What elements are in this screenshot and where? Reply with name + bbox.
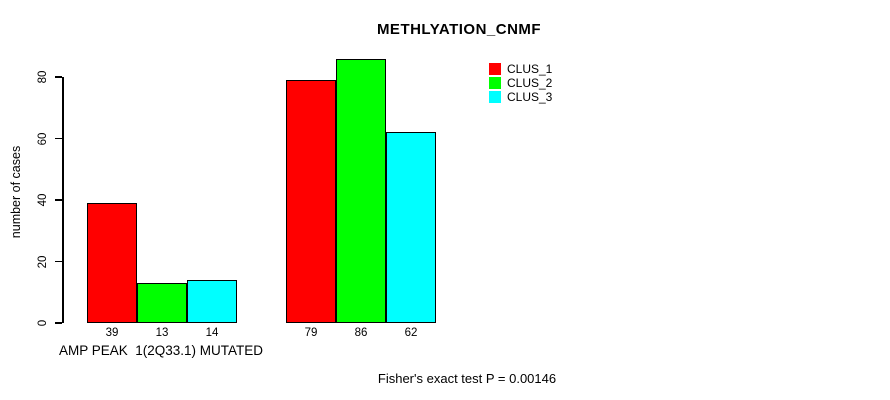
y-tick-label: 60 — [37, 132, 49, 145]
bar-clus_1-group1 — [87, 203, 137, 323]
legend-item-clus_3: CLUS_3 — [489, 90, 552, 104]
y-tick-mark — [55, 199, 62, 201]
y-axis-line — [62, 77, 64, 323]
bar-value-label: 39 — [105, 327, 119, 339]
bar-value-label: 14 — [205, 327, 219, 339]
bar-clus_1-group2 — [286, 80, 336, 323]
y-tick-label: 0 — [37, 319, 49, 327]
chart-title: METHLYATION_CNMF — [376, 21, 542, 38]
legend: CLUS_1 CLUS_2 CLUS_3 — [489, 62, 552, 104]
bar-clus_2-group2 — [336, 58, 386, 323]
x-group-label: AMP PEAK 1(2Q33.1) MUTATED — [58, 343, 264, 358]
y-tick-label: 80 — [37, 70, 49, 84]
legend-swatch-icon — [489, 91, 501, 103]
y-axis-title: number of cases — [9, 145, 23, 239]
y-tick-label: 20 — [37, 255, 49, 268]
legend-label: CLUS_2 — [507, 76, 553, 90]
legend-label: CLUS_3 — [507, 90, 553, 104]
legend-label: CLUS_1 — [507, 62, 553, 76]
y-tick-mark — [55, 76, 62, 78]
bar-clus_3-group2 — [386, 132, 436, 323]
y-tick-mark — [55, 137, 62, 140]
bar-value-label: 13 — [155, 327, 169, 339]
fisher-test-note: Fisher's exact test P = 0.00146 — [377, 371, 557, 386]
y-tick-label: 40 — [37, 193, 49, 207]
bar-clus_2-group1 — [137, 283, 187, 323]
legend-item-clus_1: CLUS_1 — [489, 62, 552, 76]
legend-swatch-icon — [489, 63, 501, 75]
bar-value-label: 62 — [404, 327, 418, 339]
y-tick-mark — [55, 260, 62, 263]
bar-value-label: 79 — [304, 327, 318, 339]
y-tick-mark — [55, 322, 62, 324]
bar-clus_3-group1 — [187, 279, 237, 323]
legend-swatch-icon — [489, 77, 501, 89]
bar-value-label: 86 — [354, 327, 368, 339]
legend-item-clus_2: CLUS_2 — [489, 76, 552, 90]
